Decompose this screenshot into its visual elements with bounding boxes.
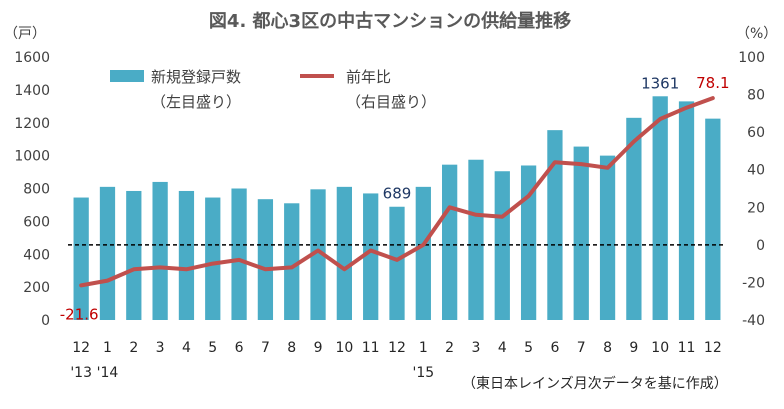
x-axis-tick-label: 12 — [72, 340, 90, 356]
bar — [520, 165, 537, 320]
x-axis-tick-label: 5 — [524, 340, 533, 356]
source-note: （東日本レインズ月次データを基に作成） — [462, 375, 728, 392]
right-axis-tick-label: 80 — [747, 88, 765, 104]
bar — [678, 101, 695, 320]
left-axis-tick-label: 800 — [23, 182, 50, 198]
bar — [126, 190, 142, 320]
x-axis-tick-label: 6 — [235, 340, 244, 356]
bar — [205, 197, 221, 320]
x-axis-tick-label: 8 — [603, 340, 612, 356]
x-axis-tick-label: 11 — [362, 340, 380, 356]
x-axis-tick-label: 12 — [388, 340, 406, 356]
x-axis-tick-label: 9 — [314, 340, 323, 356]
bar-series — [73, 96, 721, 321]
bar — [152, 181, 168, 320]
left-axis-tick-label: 1600 — [14, 50, 50, 66]
legend-bar-note: （左目盛り） — [151, 93, 241, 111]
bar — [389, 206, 405, 320]
right-axis-tick-label: 40 — [747, 163, 765, 179]
bar — [231, 188, 247, 320]
bar — [310, 189, 326, 320]
data-labels: 689 1361 -21.6 78.1 — [60, 74, 730, 323]
x-axis-tick-label: 11 — [678, 340, 696, 356]
right-axis-unit: （%） — [736, 26, 777, 42]
x-axis-tick-label: 6 — [550, 340, 559, 356]
bar — [599, 155, 616, 320]
x-axis-year-label: '14 — [97, 365, 119, 381]
x-axis-tick-label: 10 — [335, 340, 353, 356]
x-axis-tick-label: 1 — [103, 340, 112, 356]
yoy-line — [79, 96, 715, 288]
x-axis-tick-label: 10 — [651, 340, 669, 356]
legend: 新規登録戸数 （左目盛り） 前年比 （右目盛り） — [110, 68, 436, 111]
x-axis-tick-label: 8 — [287, 340, 296, 356]
left-axis-tick-label: 400 — [23, 247, 50, 263]
bar — [336, 186, 352, 320]
left-axis-tick-label: 200 — [23, 280, 50, 296]
right-axis-tick-label: -20 — [742, 275, 765, 291]
x-axis-tick-label: 3 — [156, 340, 165, 356]
left-axis-unit: （戸） — [4, 26, 46, 42]
bar — [547, 130, 563, 320]
data-label: 78.1 — [696, 74, 729, 92]
axes: 0 200 400 600 800 1000 1200 1400 1600 -40 -20 0 20 40… — [14, 50, 765, 381]
line-series — [79, 96, 715, 288]
data-label: -21.6 — [60, 305, 99, 323]
bar — [363, 193, 379, 320]
bar — [178, 190, 195, 320]
bar — [626, 117, 642, 320]
x-axis-tick-label: 2 — [129, 340, 138, 356]
right-axis-tick-label: 60 — [747, 125, 765, 141]
right-axis-tick-label: -40 — [742, 313, 765, 329]
bar — [705, 118, 721, 320]
right-axis-tick-label: 0 — [756, 238, 765, 254]
bar — [494, 171, 510, 320]
left-axis-tick-label: 1200 — [14, 116, 50, 132]
x-axis-tick-label: 5 — [208, 340, 217, 356]
x-axis-tick-label: 2 — [445, 340, 454, 356]
x-axis-tick-label: 1 — [419, 340, 428, 356]
right-axis-tick-label: 20 — [747, 200, 765, 216]
bar — [257, 199, 274, 320]
bar — [442, 164, 458, 320]
legend-line-label: 前年比 — [346, 68, 391, 86]
x-axis-tick-label: 4 — [498, 340, 507, 356]
chart-title: 図4. 都心3区の中古マンションの供給量推移 — [209, 10, 571, 32]
bar — [573, 146, 589, 320]
x-axis-year-label: '13 — [70, 365, 92, 381]
legend-line-note: （右目盛り） — [346, 93, 436, 111]
left-axis-tick-label: 0 — [41, 313, 50, 329]
x-axis-tick-label: 9 — [629, 340, 638, 356]
right-axis-tick-label: 100 — [738, 50, 765, 66]
bar — [468, 159, 484, 320]
x-axis-tick-label: 4 — [182, 340, 191, 356]
bar — [652, 96, 668, 321]
bar — [284, 203, 300, 320]
x-axis-year-label: '15 — [412, 365, 434, 381]
left-axis-tick-label: 1000 — [14, 149, 50, 165]
legend-bar-label: 新規登録戸数 — [151, 68, 241, 86]
x-axis-tick-label: 7 — [577, 340, 586, 356]
left-axis-tick-label: 600 — [23, 214, 50, 230]
x-axis-tick-label: 12 — [704, 340, 722, 356]
x-axis-tick-label: 7 — [261, 340, 270, 356]
bar — [415, 186, 431, 320]
bar — [99, 186, 116, 320]
x-axis-tick-label: 3 — [471, 340, 480, 356]
left-axis-tick-label: 1400 — [14, 83, 50, 99]
bar — [73, 197, 89, 320]
data-label: 1361 — [641, 74, 679, 92]
legend-bar-swatch — [110, 70, 144, 82]
data-label: 689 — [383, 185, 412, 203]
